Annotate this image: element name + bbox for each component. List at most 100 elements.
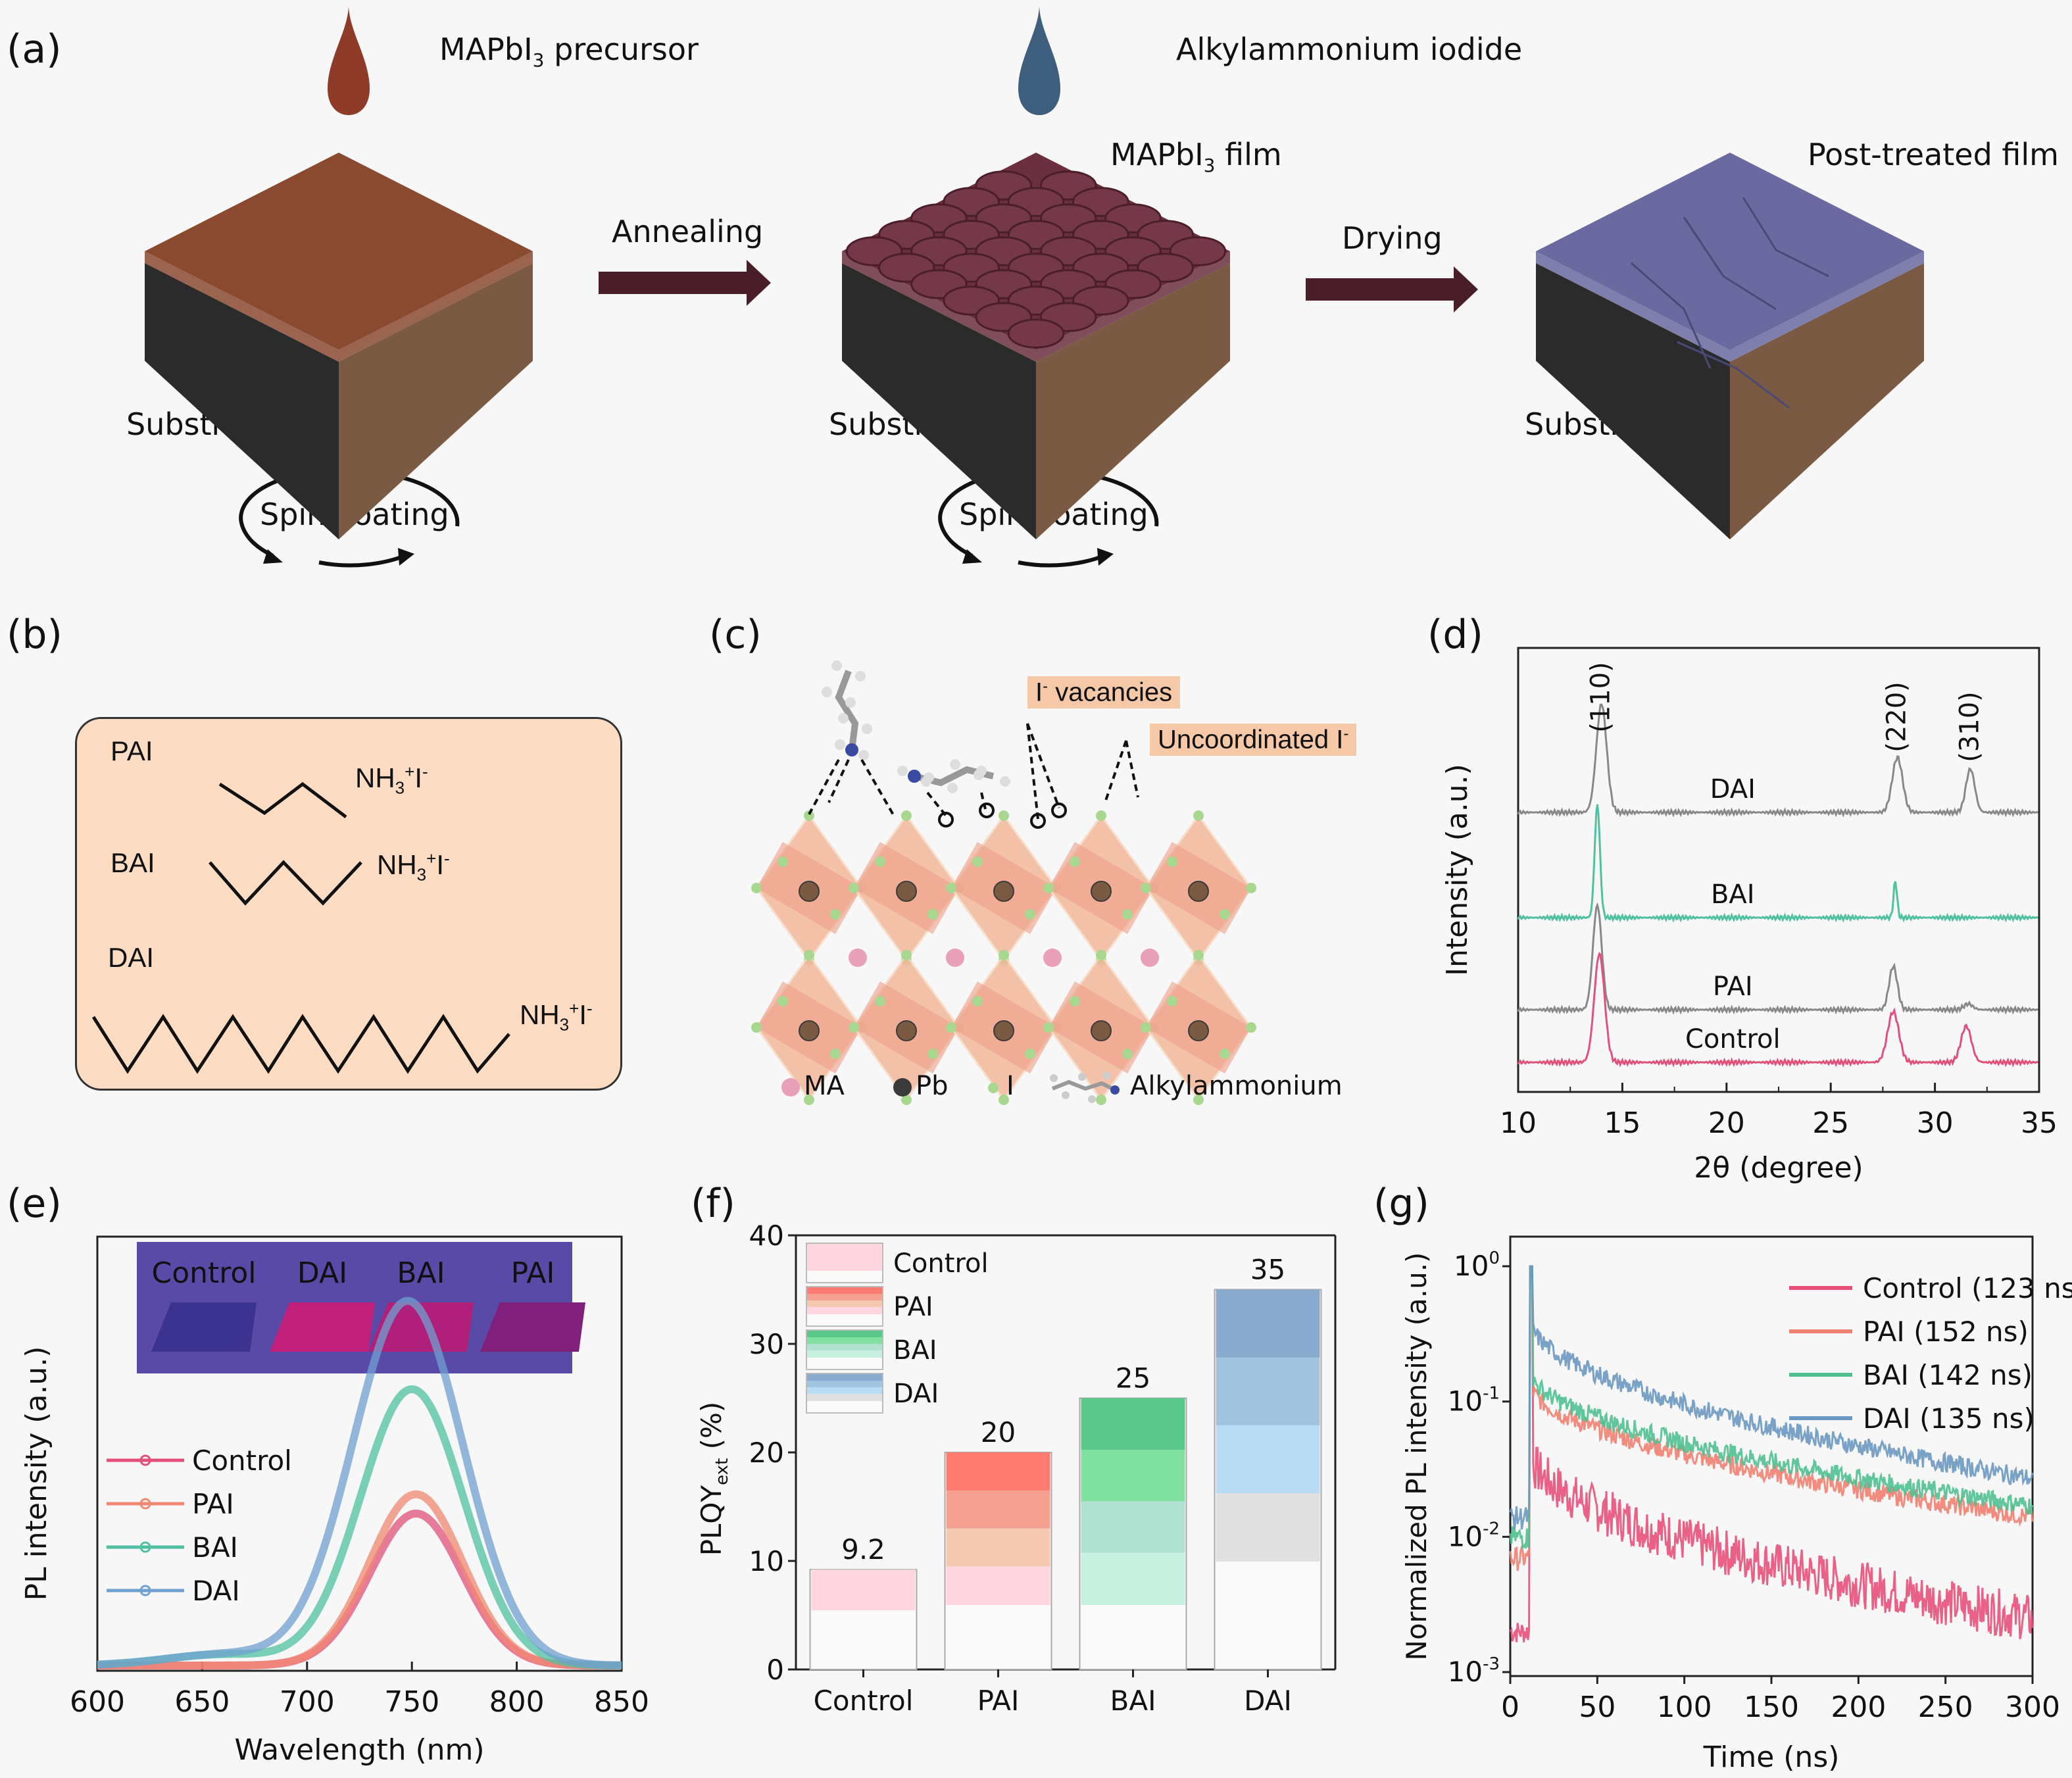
film-top	[145, 153, 533, 350]
i-atom	[1246, 883, 1256, 893]
i-legend-label: I	[1006, 1071, 1014, 1101]
h-atom	[950, 759, 960, 770]
drying-arrow-icon	[1306, 266, 1478, 312]
annealing-label: Annealing	[612, 214, 764, 249]
bar-pai	[944, 1452, 1052, 1670]
i-atom	[804, 1095, 814, 1105]
dai-name: DAI	[108, 942, 155, 973]
i-atom	[927, 1049, 938, 1059]
film-sample-pai	[480, 1302, 585, 1352]
i-atom	[1193, 950, 1204, 960]
molecule-box	[75, 717, 622, 1091]
legend-marker	[139, 1541, 151, 1553]
vacancy-marker	[979, 803, 995, 818]
i-atom	[830, 1049, 841, 1059]
pb-atom	[799, 881, 820, 902]
interaction-dashed-line	[980, 792, 987, 810]
substrate-front-face	[1536, 263, 1730, 539]
i-atom	[927, 909, 938, 920]
i-atom	[1122, 909, 1133, 920]
i-atom	[1246, 1022, 1256, 1033]
pb-legend-icon	[893, 1078, 912, 1097]
i-atom	[804, 950, 814, 960]
n-atom	[908, 770, 921, 783]
post-treated-film-label: Post-treated film	[1808, 137, 2059, 172]
i-atom	[972, 856, 983, 867]
i-atom	[1193, 1095, 1204, 1105]
carbon-chain	[835, 670, 859, 751]
i-atom	[1122, 1049, 1133, 1059]
h-atom	[862, 724, 872, 734]
substrate-side-face	[1036, 263, 1230, 539]
h-atom	[947, 783, 958, 793]
vacancy-marker	[938, 812, 954, 827]
legend-band	[807, 1344, 882, 1351]
series-label-bai: BAI	[1711, 879, 1755, 910]
decay-series-2	[1509, 1265, 2034, 1550]
i-atom	[1070, 856, 1080, 867]
x-tick-label: 600	[70, 1685, 125, 1719]
i-atom	[901, 1095, 912, 1105]
perovskite-lattice	[751, 660, 1256, 1105]
x-tick-label-control: Control	[814, 1685, 914, 1717]
h-atom	[858, 750, 869, 760]
interaction-dashed-line	[1026, 723, 1039, 820]
i-legend-icon	[988, 1083, 999, 1093]
x-tick-label: 20	[1708, 1106, 1745, 1140]
legend-label-control: Control	[893, 1248, 989, 1279]
h-atom	[897, 766, 908, 776]
plot-frame	[96, 1235, 623, 1672]
ma-legend-label: MA	[804, 1071, 845, 1101]
interaction-dashed-line	[860, 759, 896, 818]
x-tick-label-dai: DAI	[1244, 1685, 1292, 1717]
pb-legend-label: Pb	[916, 1071, 949, 1101]
series-label-control: Control	[1685, 1024, 1781, 1054]
y-tick-label: 30	[749, 1328, 784, 1360]
panel-label-f: (f)	[691, 1181, 735, 1227]
i-atom	[875, 996, 885, 1006]
n-atom	[845, 743, 858, 756]
inset-label-pai: PAI	[511, 1256, 555, 1290]
i-atom	[777, 856, 788, 867]
i-vacancies-callout: I- vacancies	[1027, 676, 1181, 709]
x-axis-label: 2θ (degree)	[1694, 1151, 1863, 1185]
bar-gradient-band	[1216, 1493, 1320, 1562]
film-top	[842, 153, 1230, 350]
legend-band	[807, 1300, 882, 1308]
ma-atom	[946, 949, 964, 967]
film-grain	[1007, 318, 1065, 349]
bar-gradient-band	[811, 1589, 916, 1611]
legend-label-dai: DAI	[893, 1379, 939, 1409]
pl-curve	[97, 1490, 622, 1669]
x-tick-label: 250	[1918, 1691, 1973, 1724]
bar-gradient-band	[1081, 1449, 1185, 1502]
decay-series-3	[1509, 1265, 2034, 1530]
interaction-dashed-line	[1104, 740, 1127, 803]
i-atom	[1220, 909, 1230, 920]
legend-marker	[139, 1454, 151, 1466]
legend-label-1: PAI (152 ns)	[1863, 1316, 2029, 1348]
i-atom	[1025, 1049, 1035, 1059]
bar-gradient-band	[811, 1569, 916, 1591]
i-atom	[1043, 1022, 1054, 1033]
panel-label-d: (d)	[1427, 612, 1483, 658]
decay-series-0	[1509, 1265, 2034, 1642]
pl-curve	[97, 1296, 622, 1669]
panel-label-a: (a)	[7, 26, 62, 72]
plqy-bar-chart: 0 10 20 30 40 PLQYext (%) 9.2 Control 20 PAI 25 BAI…	[695, 1220, 1337, 1717]
interaction-dashed-line	[808, 759, 840, 815]
series-label-pai: PAI	[1713, 972, 1753, 1002]
inset-label-control: Control	[151, 1256, 256, 1290]
pb-atom	[1188, 881, 1209, 902]
bar-gradient-band	[1216, 1425, 1320, 1494]
pb-atom	[799, 1020, 820, 1041]
panel-label-e: (e)	[7, 1181, 62, 1227]
bar-gradient-band	[946, 1452, 1050, 1491]
annealing-arrow-icon	[599, 260, 771, 306]
mapbi3-film-label: MAPbI3 film	[1110, 137, 1282, 177]
inset-label-dai: DAI	[297, 1256, 347, 1290]
legend-label-bai: BAI	[893, 1335, 937, 1366]
h-atom	[835, 739, 845, 750]
ma-atom	[1141, 949, 1159, 967]
vacancy-marker	[1030, 813, 1046, 829]
